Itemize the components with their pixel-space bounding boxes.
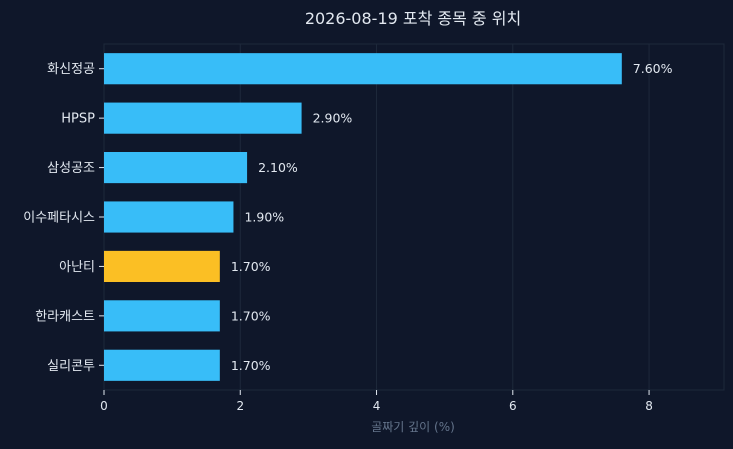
value-label: 7.60% <box>633 61 673 76</box>
plot-area: 0 2 4 6 8 화신정공 7.60% HPSP 2.90% 삼성공조 2.10% 이수페타시스 1.… <box>23 43 725 413</box>
bar <box>104 201 234 233</box>
bar <box>104 102 302 134</box>
category-label: 화신정공 <box>47 62 95 77</box>
bar <box>104 53 622 85</box>
category-label: 한라캐스트 <box>35 309 95 324</box>
value-label: 2.10% <box>258 160 298 175</box>
category-label: 아난티 <box>59 260 95 275</box>
value-label: 1.70% <box>231 358 271 373</box>
x-tick-label: 2 <box>236 399 244 413</box>
value-label: 2.90% <box>313 111 353 126</box>
category-label: 삼성공조 <box>47 161 95 176</box>
bar <box>104 250 220 282</box>
category-label: HPSP <box>61 112 95 127</box>
bar <box>104 300 220 332</box>
x-tick-label: 4 <box>373 399 381 413</box>
value-label: 1.90% <box>244 210 284 225</box>
value-label: 1.70% <box>231 259 271 274</box>
bar <box>104 152 248 184</box>
x-tick-label: 6 <box>509 399 517 413</box>
category-label: 실리콘투 <box>47 359 95 374</box>
x-axis-label: 골짜기 깊이 (%) <box>371 420 455 434</box>
chart-title: 2026-08-19 포착 종목 중 위치 <box>305 9 521 28</box>
x-tick-label: 0 <box>100 399 108 413</box>
bar <box>104 349 220 381</box>
category-label: 이수페타시스 <box>23 211 95 226</box>
value-label: 1.70% <box>231 308 271 323</box>
x-tick-label: 8 <box>645 399 653 413</box>
